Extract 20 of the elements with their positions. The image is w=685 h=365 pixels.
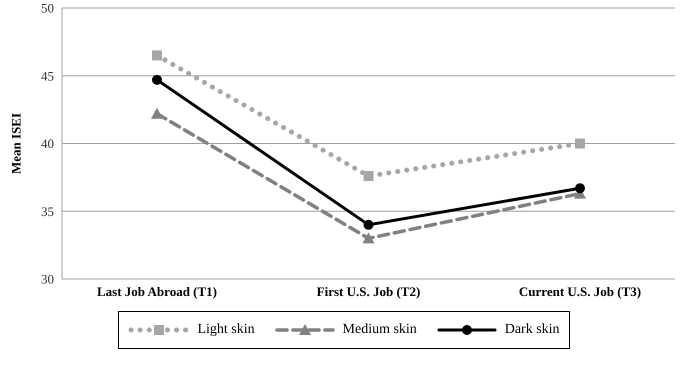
point (364, 220, 374, 230)
point (151, 108, 163, 119)
legend-label: Medium skin (342, 322, 417, 338)
point (575, 183, 585, 194)
y-tick-label: 40 (41, 136, 54, 152)
point (152, 74, 162, 85)
point (362, 232, 374, 244)
y-tick-label: 30 (41, 272, 54, 287)
point (575, 138, 585, 148)
y-tick-label: 45 (41, 68, 54, 84)
x-tick-label: Current U.S. Job (T3) (518, 284, 642, 300)
point (152, 50, 162, 60)
y-axis-title: Mean ISEI (8, 112, 24, 174)
x-tick-label: Last Job Abroad (T1) (96, 284, 218, 300)
x-tick-label: First U.S. Job (T2) (316, 284, 420, 300)
y-tick-label: 50 (41, 0, 54, 16)
y-tick-label: 35 (41, 204, 54, 219)
legend-label: Dark skin (504, 322, 560, 338)
legend-label: Light skin (197, 322, 255, 338)
point (364, 171, 374, 182)
